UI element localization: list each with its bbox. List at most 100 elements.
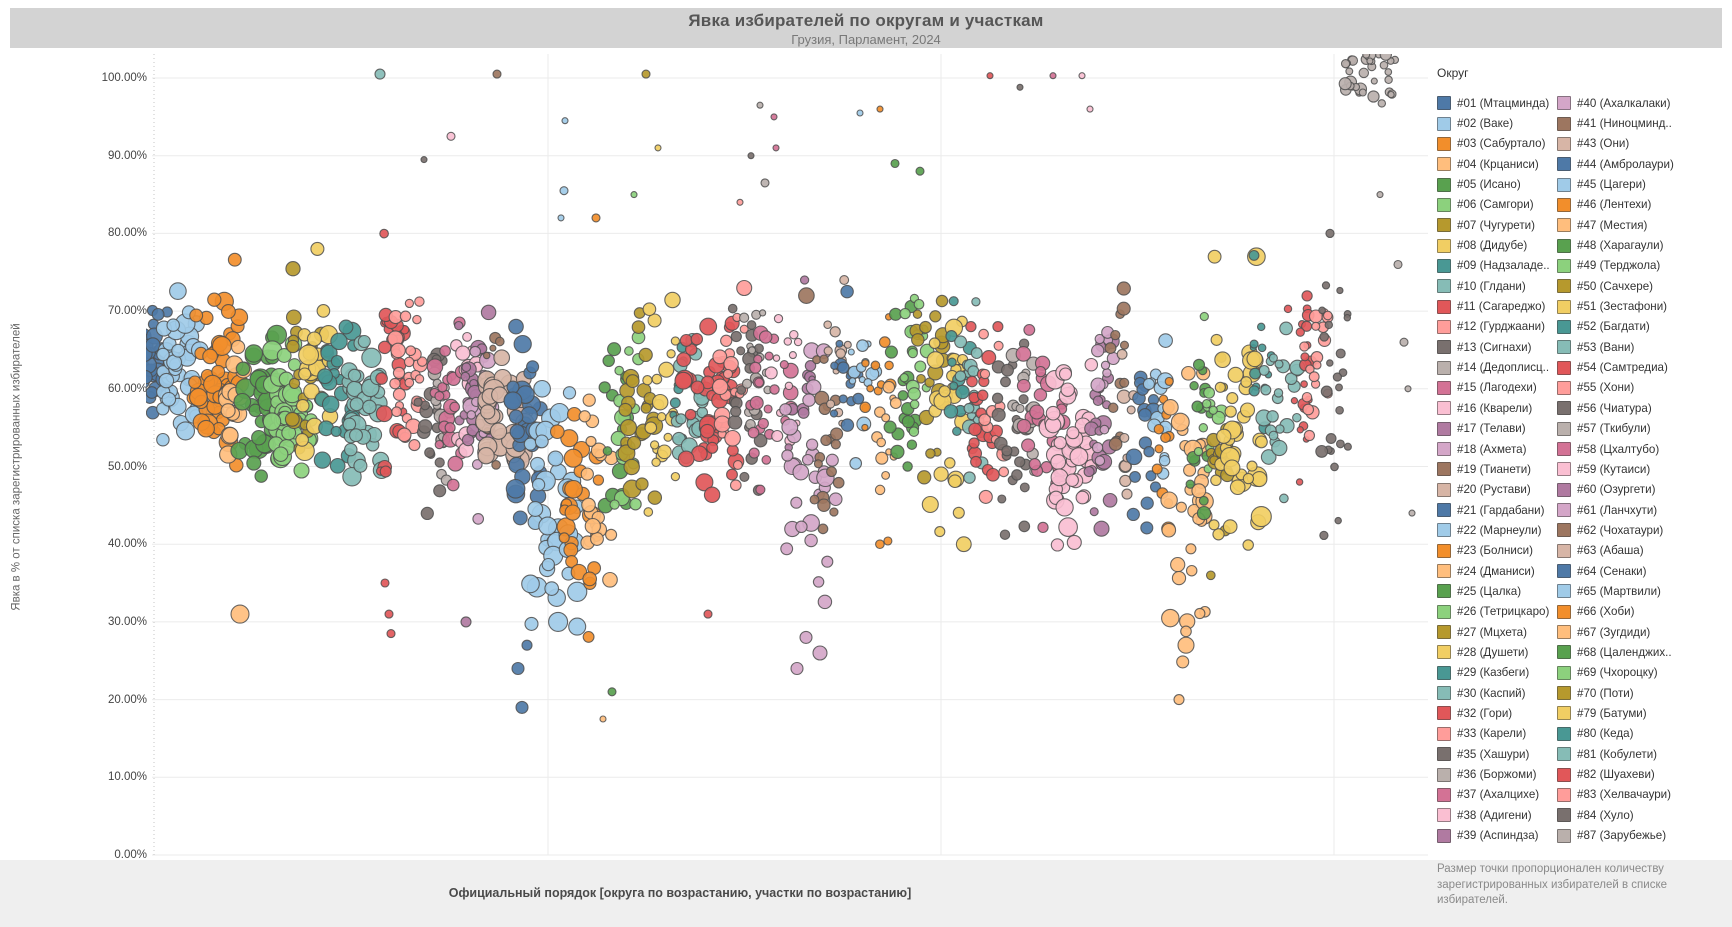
data-point[interactable] — [413, 397, 423, 407]
data-point[interactable] — [823, 320, 833, 330]
data-point[interactable] — [1107, 402, 1119, 414]
data-point[interactable] — [541, 557, 555, 572]
data-point[interactable] — [1092, 395, 1104, 407]
data-point[interactable] — [914, 360, 927, 373]
data-point[interactable] — [1322, 310, 1333, 321]
data-point[interactable] — [1161, 522, 1177, 538]
data-point[interactable] — [933, 466, 949, 482]
data-point[interactable] — [699, 317, 718, 336]
data-point[interactable] — [748, 447, 760, 459]
data-point[interactable] — [856, 339, 869, 352]
data-point[interactable] — [1091, 344, 1105, 358]
data-point[interactable] — [316, 304, 331, 318]
data-point[interactable] — [511, 661, 525, 676]
data-point[interactable] — [1208, 405, 1218, 415]
data-point[interactable] — [889, 397, 902, 410]
data-point[interactable] — [781, 418, 799, 436]
data-point[interactable] — [521, 574, 540, 594]
data-point[interactable] — [916, 373, 926, 384]
data-point[interactable] — [830, 439, 841, 450]
data-point[interactable] — [508, 409, 524, 424]
data-point[interactable] — [1216, 428, 1232, 444]
data-point[interactable] — [375, 372, 388, 385]
data-point[interactable] — [624, 346, 634, 356]
data-point[interactable] — [602, 446, 613, 456]
data-point[interactable] — [727, 414, 743, 430]
legend-item-16[interactable]: #16 (Кварели) — [1437, 398, 1550, 418]
legend-item-27[interactable]: #27 (Мцхета) — [1437, 622, 1550, 642]
data-point[interactable] — [549, 402, 570, 423]
data-point[interactable] — [1240, 376, 1253, 388]
data-point[interactable] — [362, 399, 377, 415]
data-point[interactable] — [1399, 337, 1409, 347]
data-point[interactable] — [849, 457, 863, 470]
data-point[interactable] — [1283, 304, 1293, 314]
data-point[interactable] — [780, 542, 794, 556]
data-point[interactable] — [1164, 376, 1174, 386]
data-point[interactable] — [1334, 516, 1342, 525]
data-point[interactable] — [861, 359, 870, 368]
data-point[interactable] — [158, 372, 175, 389]
data-point[interactable] — [883, 420, 897, 434]
data-point[interactable] — [1211, 410, 1226, 425]
data-point[interactable] — [805, 438, 819, 451]
data-point[interactable] — [1335, 348, 1346, 359]
data-point[interactable] — [330, 332, 348, 351]
data-point[interactable] — [919, 320, 932, 334]
data-point[interactable] — [899, 373, 909, 383]
data-point[interactable] — [757, 417, 769, 430]
legend-item-17[interactable]: #17 (Телави) — [1437, 419, 1550, 439]
data-point[interactable] — [760, 178, 770, 188]
data-point[interactable] — [1260, 449, 1277, 465]
data-point[interactable] — [342, 466, 362, 487]
data-point[interactable] — [1299, 341, 1310, 352]
data-point[interactable] — [897, 390, 909, 401]
data-point[interactable] — [1256, 322, 1266, 332]
data-point[interactable] — [928, 337, 941, 350]
data-point[interactable] — [1205, 570, 1216, 581]
data-point[interactable] — [1301, 391, 1313, 403]
data-point[interactable] — [1384, 75, 1393, 85]
data-point[interactable] — [970, 347, 983, 360]
data-point[interactable] — [1151, 463, 1163, 475]
data-point[interactable] — [832, 476, 845, 489]
data-point[interactable] — [1161, 608, 1180, 628]
data-point[interactable] — [472, 513, 485, 525]
data-point[interactable] — [607, 342, 622, 357]
data-point[interactable] — [793, 337, 803, 347]
data-point[interactable] — [563, 542, 579, 558]
data-point[interactable] — [1014, 456, 1026, 468]
data-point[interactable] — [1408, 509, 1416, 517]
data-point[interactable] — [1066, 426, 1080, 440]
data-point[interactable] — [625, 374, 640, 389]
data-point[interactable] — [446, 131, 456, 141]
data-point[interactable] — [981, 350, 997, 365]
data-point[interactable] — [878, 336, 891, 348]
data-point[interactable] — [533, 379, 551, 398]
data-point[interactable] — [861, 423, 869, 432]
data-point[interactable] — [726, 444, 739, 457]
data-point[interactable] — [876, 437, 887, 448]
data-point[interactable] — [1185, 564, 1198, 577]
data-point[interactable] — [1083, 466, 1095, 478]
data-point[interactable] — [948, 296, 959, 307]
data-point[interactable] — [948, 474, 962, 489]
legend-item-50[interactable]: #50 (Сачхере) — [1557, 276, 1674, 296]
data-point[interactable] — [433, 484, 447, 498]
data-point[interactable] — [414, 374, 425, 384]
data-point[interactable] — [921, 495, 939, 514]
data-point[interactable] — [390, 342, 406, 359]
data-point[interactable] — [480, 304, 497, 321]
data-point[interactable] — [684, 408, 697, 421]
data-point[interactable] — [1102, 492, 1118, 508]
data-point[interactable] — [166, 318, 180, 332]
data-point[interactable] — [656, 412, 667, 422]
data-point[interactable] — [1170, 412, 1190, 432]
data-point[interactable] — [703, 486, 721, 504]
legend-item-67[interactable]: #67 (Зугдиди) — [1557, 622, 1674, 642]
data-point[interactable] — [549, 424, 565, 440]
data-point[interactable] — [647, 313, 662, 328]
data-point[interactable] — [614, 365, 625, 376]
data-point[interactable] — [647, 490, 663, 505]
data-point[interactable] — [1268, 353, 1278, 363]
